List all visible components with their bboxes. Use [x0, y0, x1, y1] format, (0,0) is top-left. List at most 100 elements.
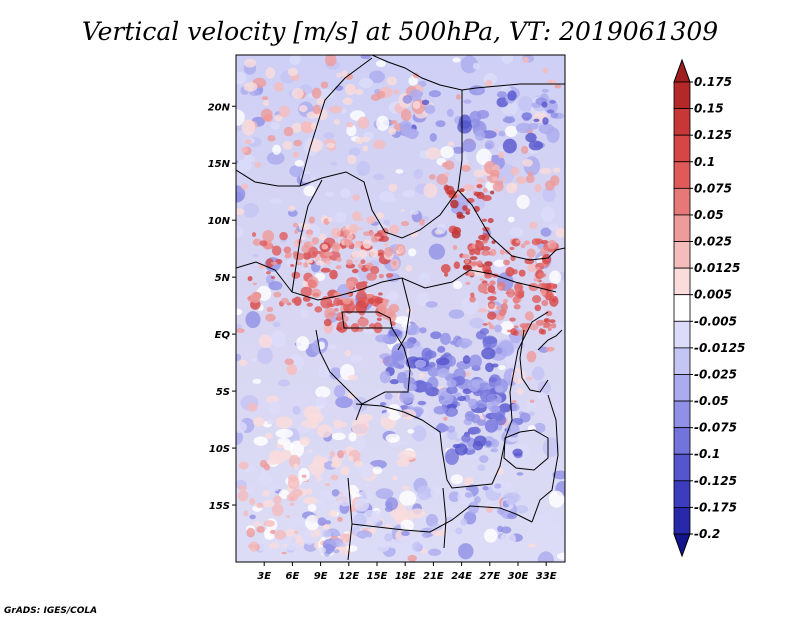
x-tick-label: 6E [286, 571, 300, 582]
velocity-cell [463, 264, 472, 270]
velocity-cell [526, 350, 537, 363]
velocity-cell [350, 354, 362, 363]
velocity-cell [406, 324, 420, 336]
velocity-cell [395, 169, 404, 174]
velocity-cell [502, 298, 508, 304]
velocity-cell [315, 473, 321, 479]
velocity-cell [500, 531, 516, 547]
velocity-cell [503, 259, 510, 266]
velocity-cell [342, 297, 352, 305]
velocity-cell [392, 260, 397, 266]
border-line [531, 394, 559, 523]
velocity-cell [385, 273, 394, 278]
velocity-cell [475, 252, 481, 256]
velocity-cell [542, 117, 549, 125]
velocity-cell [246, 527, 255, 538]
velocity-cell [292, 405, 301, 415]
velocity-cell [496, 508, 505, 515]
velocity-cell [435, 357, 450, 366]
velocity-cell [256, 502, 264, 509]
velocity-cell [307, 279, 317, 289]
velocity-cell [325, 260, 332, 266]
velocity-cell [361, 267, 369, 273]
velocity-cell [450, 199, 459, 209]
velocity-cell [266, 459, 278, 465]
velocity-cell [485, 180, 496, 191]
velocity-cell [353, 513, 367, 527]
velocity-cell [336, 257, 342, 262]
velocity-cell [363, 231, 371, 237]
velocity-cell [371, 510, 383, 523]
velocity-cell [487, 296, 497, 301]
velocity-cell [400, 519, 414, 532]
velocity-cell [335, 265, 342, 270]
velocity-cell [361, 280, 368, 285]
velocity-cell [526, 556, 539, 562]
velocity-cell [541, 283, 547, 290]
velocity-cell [540, 288, 547, 296]
velocity-cell [328, 510, 338, 517]
velocity-cell [268, 542, 280, 549]
velocity-cell [525, 401, 538, 409]
velocity-cell [247, 275, 253, 282]
velocity-cell [336, 311, 346, 318]
velocity-cell [400, 220, 410, 227]
velocity-cell [549, 270, 562, 285]
velocity-cell [318, 362, 332, 378]
velocity-cell [497, 285, 502, 290]
velocity-cell [323, 251, 333, 257]
velocity-cell [435, 424, 449, 433]
velocity-cell [236, 71, 247, 85]
velocity-cell [294, 530, 299, 534]
velocity-cell [512, 448, 523, 457]
velocity-cell [333, 297, 342, 307]
velocity-cell [388, 437, 398, 443]
velocity-cell [465, 211, 471, 215]
velocity-cell [454, 443, 468, 456]
velocity-cell [270, 529, 276, 535]
velocity-cell [331, 432, 346, 441]
velocity-cell [340, 188, 351, 199]
velocity-cell [241, 119, 256, 136]
velocity-cell [392, 475, 398, 481]
velocity-cell [489, 324, 495, 330]
velocity-cell [409, 89, 422, 101]
velocity-cell [489, 280, 496, 286]
velocity-cell [400, 109, 412, 122]
velocity-cell [358, 170, 365, 176]
velocity-cell [476, 148, 492, 166]
velocity-cell [291, 88, 304, 99]
velocity-cell [481, 347, 496, 360]
velocity-cell [399, 535, 415, 547]
velocity-cell [300, 286, 313, 297]
velocity-cell [457, 543, 474, 560]
velocity-cell [265, 313, 276, 322]
velocity-cell [479, 328, 490, 335]
velocity-cell [333, 549, 340, 554]
velocity-cell [257, 347, 273, 365]
velocity-cell [552, 470, 565, 480]
velocity-cell [476, 260, 483, 267]
velocity-cell [484, 273, 493, 279]
velocity-cell [476, 419, 487, 426]
velocity-cell [485, 79, 493, 87]
velocity-cell [420, 548, 428, 555]
velocity-cell [497, 151, 505, 159]
velocity-cell [423, 183, 438, 198]
velocity-cell [307, 504, 317, 512]
velocity-cell [495, 305, 501, 311]
velocity-cell [283, 543, 288, 547]
velocity-cell [469, 317, 485, 329]
velocity-cell [494, 385, 504, 393]
velocity-cell [458, 114, 472, 130]
y-tick-label: 10S [209, 444, 230, 455]
velocity-cell [529, 221, 538, 229]
velocity-cell [535, 266, 541, 270]
velocity-cell [320, 267, 331, 273]
velocity-cell [542, 325, 549, 329]
velocity-cell [393, 88, 400, 95]
velocity-cell [446, 108, 454, 117]
velocity-cell [467, 398, 478, 406]
velocity-cell [369, 70, 385, 84]
velocity-cell [289, 165, 304, 178]
